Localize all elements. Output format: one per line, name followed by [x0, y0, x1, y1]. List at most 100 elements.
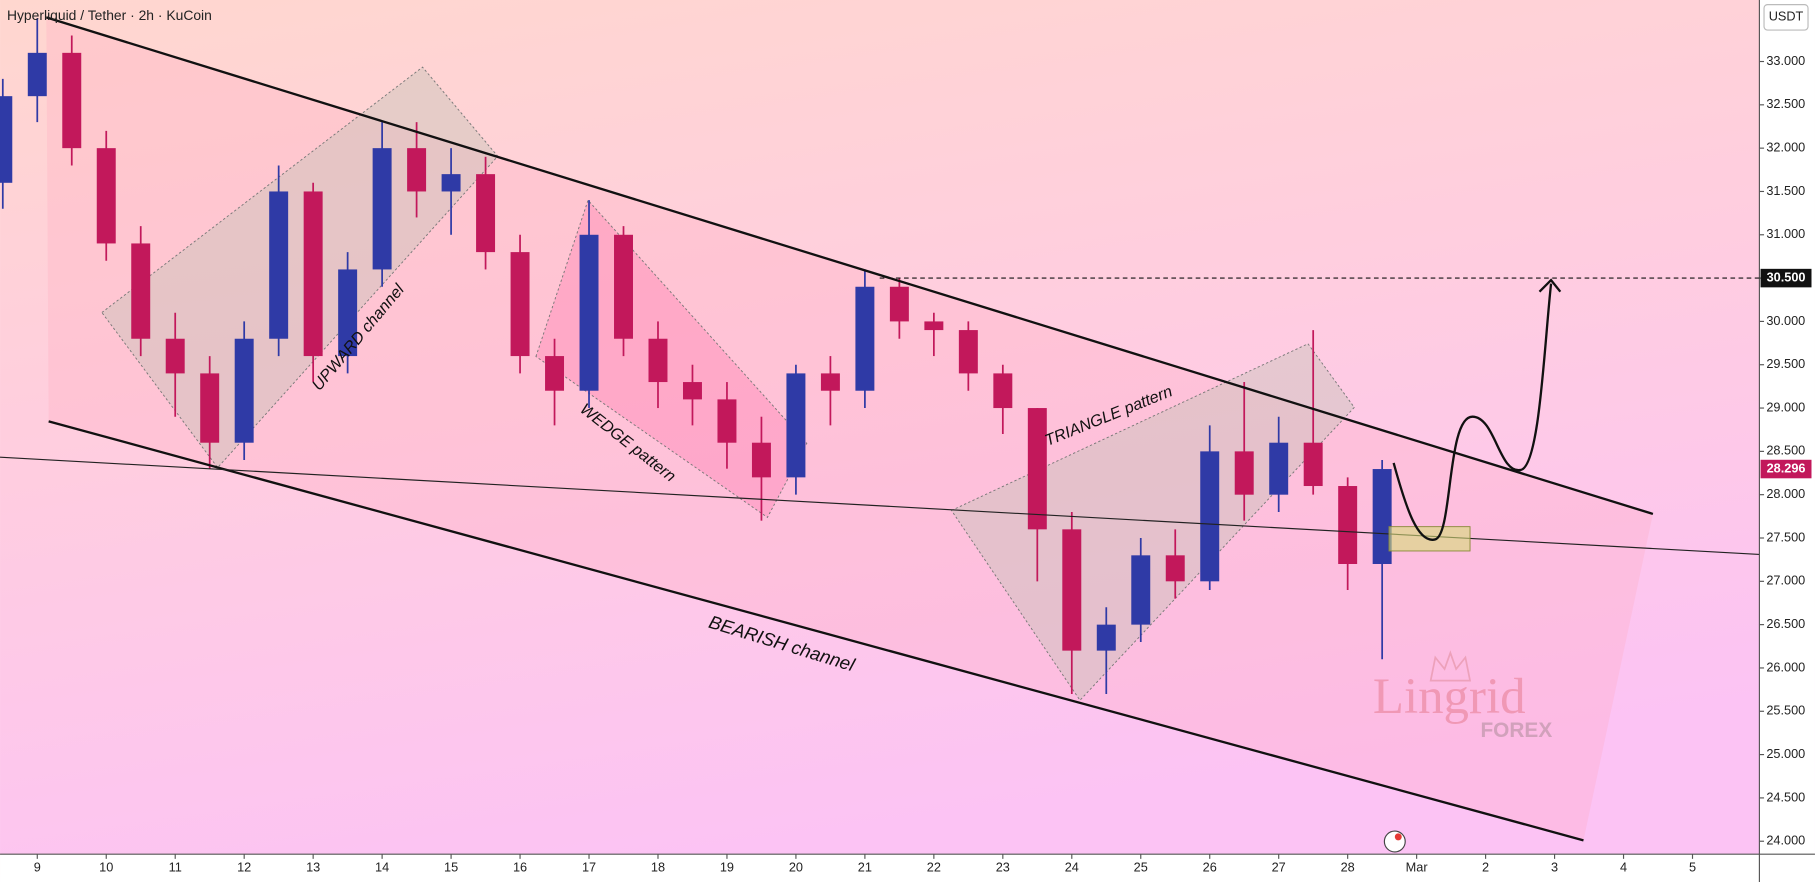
y-tick-label: 26.500	[1766, 616, 1805, 631]
y-axis-label: USDT	[1769, 9, 1804, 24]
candle-body	[924, 321, 944, 331]
x-tick-label: 21	[858, 859, 872, 874]
x-tick-label: 26	[1203, 859, 1217, 874]
channel-upper	[45, 16, 1654, 516]
currency-box	[1763, 4, 1809, 31]
candle-body	[303, 191, 323, 357]
y-tick-label: 28.500	[1766, 443, 1805, 458]
x-tick-label: 10	[99, 859, 113, 874]
candle-body	[510, 252, 530, 357]
candle-body	[751, 442, 771, 478]
y-tick-label: 31.500	[1766, 183, 1805, 198]
candle-body	[476, 174, 496, 253]
candle-body	[889, 286, 909, 322]
candle-body	[1062, 529, 1082, 651]
x-tick-label: 15	[444, 859, 458, 874]
x-tick-label: 2	[1482, 859, 1489, 874]
x-tick-label: 19	[720, 859, 734, 874]
candle-body	[165, 338, 185, 374]
candle-body	[682, 382, 702, 400]
logo-crown	[1429, 650, 1472, 682]
x-tick-label: 13	[306, 859, 320, 874]
price-label: 30.500	[1767, 269, 1806, 284]
candle-body	[1131, 555, 1151, 625]
y-tick-label: 31.000	[1766, 226, 1805, 241]
x-tick-label: 4	[1620, 859, 1627, 874]
candle-body	[1096, 624, 1116, 651]
icon-dot	[1394, 833, 1402, 841]
x-tick-label: 22	[927, 859, 941, 874]
y-tick-label: 24.000	[1766, 833, 1805, 848]
channel-lower	[48, 420, 1584, 842]
candle-body	[1303, 442, 1323, 487]
price-label-box	[1760, 268, 1812, 288]
candle-body	[131, 243, 151, 339]
candle-body	[269, 191, 289, 339]
triangle	[950, 343, 1355, 702]
candle-body	[820, 373, 840, 391]
x-tick-label: 9	[34, 859, 41, 874]
candle-body	[338, 269, 358, 357]
x-tick-label: 24	[1065, 859, 1079, 874]
candle-body	[96, 148, 116, 244]
y-tick-label: 33.000	[1766, 53, 1805, 68]
wedge	[535, 199, 808, 519]
candle-body	[717, 399, 737, 443]
candle-body	[648, 338, 668, 383]
bearish-channel-fill	[46, 17, 1653, 841]
y-tick-label: 27.500	[1766, 529, 1805, 544]
y-tick-label: 32.000	[1766, 140, 1805, 155]
projection-arrow	[1392, 283, 1553, 541]
candle-body	[545, 356, 565, 391]
y-tick-label: 29.500	[1766, 356, 1805, 371]
x-tick-label: 23	[996, 859, 1010, 874]
watermark: FOREX	[1480, 719, 1552, 742]
x-tick-label: 5	[1689, 859, 1696, 874]
candle-body	[1269, 442, 1289, 495]
y-axis-panel	[1759, 0, 1815, 882]
y-tick-label: 25.000	[1766, 746, 1805, 761]
candle-body	[786, 373, 806, 478]
x-tick-label: 27	[1272, 859, 1286, 874]
watermark: Lingrid	[1373, 669, 1526, 725]
x-tick-label: 16	[513, 859, 527, 874]
y-tick-label: 24.500	[1766, 789, 1805, 804]
x-tick-label: 14	[375, 859, 389, 874]
x-tick-label: 28	[1341, 859, 1355, 874]
x-tick-label: 3	[1551, 859, 1558, 874]
candle-body	[958, 330, 978, 374]
candle-body	[1372, 469, 1392, 564]
x-tick-label: Mar	[1406, 859, 1429, 874]
candle-body	[1200, 451, 1220, 582]
candle-body	[1338, 486, 1358, 564]
candle-body	[372, 148, 392, 270]
candle-body	[200, 373, 220, 443]
x-axis-panel	[0, 854, 1815, 882]
y-tick-label: 29.000	[1766, 399, 1805, 414]
candle-body	[234, 338, 254, 443]
candle-body	[614, 234, 633, 339]
arrow-head	[1538, 278, 1562, 293]
y-tick-label: 30.000	[1766, 313, 1805, 328]
x-tick-label: 12	[237, 859, 251, 874]
icon	[1383, 830, 1406, 853]
x-tick-label: 25	[1134, 859, 1148, 874]
last-price-label: 28.296	[1767, 460, 1806, 475]
y-tick-label: 25.500	[1766, 703, 1805, 718]
x-tick-label: 17	[582, 859, 596, 874]
y-tick-label: 32.500	[1766, 96, 1805, 111]
candle-body	[1027, 408, 1047, 530]
candle-body	[1234, 451, 1254, 495]
x-tick-label: 11	[169, 859, 182, 874]
candle-body	[0, 96, 13, 183]
candle-body	[579, 234, 599, 391]
candle-body	[407, 148, 427, 192]
candle-body	[441, 174, 461, 192]
x-tick-label: 20	[789, 859, 803, 874]
candle-body	[1165, 555, 1185, 582]
candle-body	[993, 373, 1013, 409]
candle-body	[855, 286, 875, 391]
